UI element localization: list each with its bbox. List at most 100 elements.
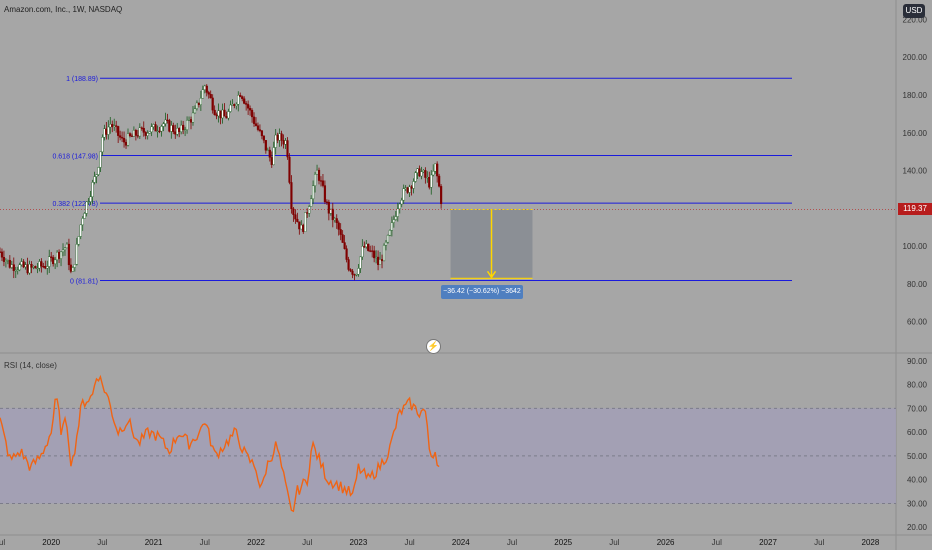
candle-body [193, 108, 197, 114]
candle-body [347, 259, 350, 270]
time-axis-tick: Jul [200, 538, 210, 547]
candle-body [34, 266, 37, 269]
candle-body [6, 259, 9, 262]
candle-body [241, 96, 244, 99]
candle-body [73, 264, 76, 268]
candle-body [404, 187, 407, 189]
candle-body [71, 267, 74, 272]
candle-body [245, 103, 248, 105]
candle-body [211, 97, 214, 111]
candle-body [221, 109, 224, 119]
candle-body [54, 259, 57, 265]
candle-body [233, 104, 236, 106]
candle-body [335, 218, 338, 223]
candle-body [119, 135, 122, 138]
candle-body [440, 186, 443, 205]
candle-body [61, 249, 65, 253]
candle-body [270, 157, 273, 165]
candle-body [331, 208, 334, 221]
candle-body [77, 236, 80, 245]
currency-button[interactable]: USD [903, 4, 925, 18]
candle-body [132, 130, 136, 137]
candle-body [373, 250, 376, 259]
candle-body [40, 261, 43, 267]
time-axis-tick: Jul [97, 538, 107, 547]
candle-body [12, 264, 15, 271]
candle-body [57, 251, 61, 259]
candle-body [52, 257, 55, 265]
candle-body [365, 243, 368, 248]
candle-body [266, 149, 269, 152]
candle-body [325, 201, 328, 203]
candle-body [408, 186, 411, 193]
candle-body [317, 169, 321, 181]
candle-body [406, 187, 409, 193]
measure-label[interactable]: −36.42 (−30.62%) −3642 [441, 285, 523, 299]
candle-body [91, 182, 94, 197]
time-axis-tick: 2026 [657, 538, 675, 547]
candle-body [178, 128, 181, 133]
rsi-axis-tick: 70.00 [907, 404, 928, 413]
candle-body [213, 109, 216, 115]
candle-body [367, 243, 370, 251]
candle-body [191, 112, 195, 123]
rsi-indicator-label[interactable]: RSI (14, close) [4, 361, 57, 370]
candle-body [99, 151, 102, 168]
candle-body [274, 134, 277, 148]
candle-body [113, 125, 116, 128]
candle-body [101, 137, 104, 153]
candle-body [201, 89, 204, 99]
lightning-icon[interactable]: ⚡ [426, 339, 441, 354]
candle-body [286, 140, 289, 158]
candle-body [248, 108, 252, 111]
candle-body [231, 104, 234, 106]
candle-body [388, 230, 392, 236]
candle-body [187, 119, 191, 121]
candle-body [432, 171, 435, 176]
candle-body [284, 140, 287, 145]
time-axis-tick: 2027 [759, 538, 777, 547]
candle-body [69, 264, 72, 272]
candle-body [428, 177, 431, 188]
candle-body [272, 147, 275, 165]
candle-body [420, 171, 423, 177]
candle-body [264, 140, 267, 151]
candle-body [44, 266, 47, 269]
candle-body [376, 256, 380, 265]
candle-body [319, 180, 323, 182]
candle-body [349, 269, 352, 272]
candle-body [109, 124, 112, 128]
candle-body [312, 185, 315, 200]
candle-body [138, 127, 141, 137]
candle-body [28, 264, 31, 274]
time-axis-tick: 2023 [350, 538, 368, 547]
time-axis-tick: Jul [507, 538, 517, 547]
candle-body [38, 261, 41, 269]
rsi-axis-tick: 30.00 [907, 499, 928, 508]
candle-body [382, 245, 386, 262]
candle-body [146, 133, 149, 136]
candle-body [152, 124, 155, 127]
time-axis-tick: 2022 [247, 538, 265, 547]
candle-body [256, 125, 260, 130]
candle-body [280, 133, 283, 141]
candle-body [36, 267, 39, 270]
candle-body [424, 170, 427, 178]
price-axis-tick: 160.00 [903, 129, 928, 138]
candle-body [418, 168, 421, 177]
candle-body [235, 104, 238, 106]
candle-body [0, 251, 4, 258]
time-axis-tick: Jul [0, 538, 5, 547]
time-axis-tick: Jul [712, 538, 722, 547]
candle-body [14, 270, 17, 272]
candle-body [361, 246, 364, 258]
candle-body [166, 119, 169, 121]
candle-body [209, 94, 212, 99]
candle-body [390, 222, 393, 231]
fib-level-label: 1 (188.89) [66, 76, 98, 83]
candle-body [168, 120, 171, 132]
candle-body [150, 126, 153, 133]
candle-body [219, 110, 222, 119]
